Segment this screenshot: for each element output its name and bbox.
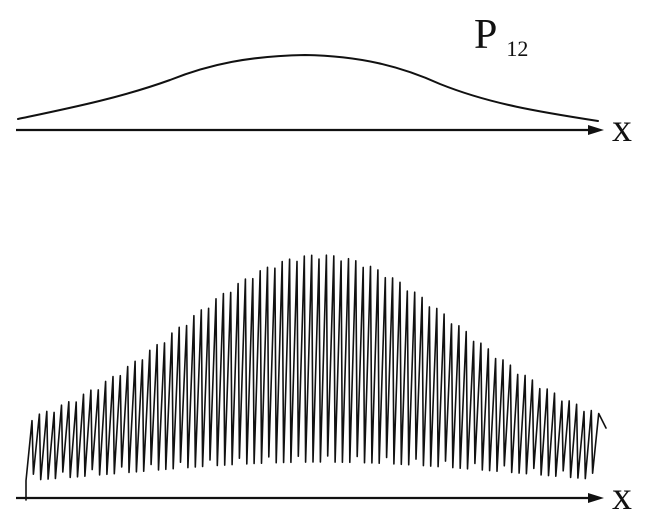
bottom-x-axis-label: x — [612, 473, 632, 510]
bottom-x-axis-arrowhead — [588, 493, 604, 503]
top-x-axis-label: x — [612, 105, 632, 150]
curve-label-subscript: 12 — [506, 36, 528, 61]
bottom-panel: x — [16, 254, 632, 510]
smooth-probability-curve — [17, 54, 599, 122]
curve-label-main: P — [474, 12, 496, 58]
oscillating-interference-curve — [25, 254, 607, 501]
curve-label: P 12 — [474, 12, 528, 61]
top-x-axis-arrowhead — [588, 125, 604, 135]
top-panel: x P 12 — [16, 12, 632, 150]
